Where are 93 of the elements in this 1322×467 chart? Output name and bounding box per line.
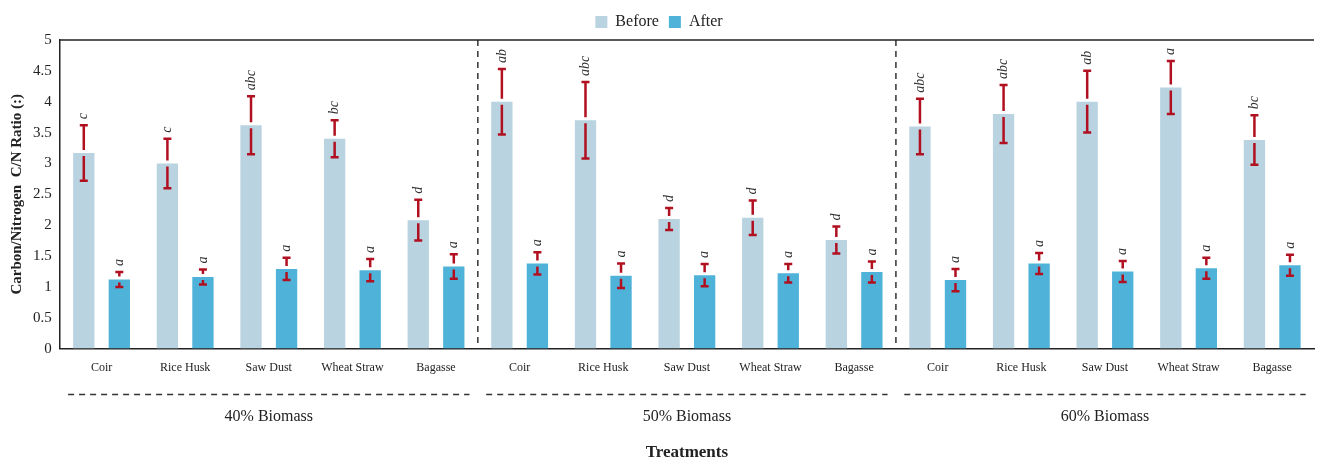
bar (526, 263, 549, 349)
bar (944, 280, 967, 349)
x-tick-label: Rice Husk (578, 359, 629, 374)
x-tick-label: Saw Dust (245, 359, 293, 374)
x-tick-label: Saw Dust (1081, 359, 1129, 374)
y-tick-label: 2 (44, 216, 52, 233)
data-label: c (75, 112, 91, 120)
data-label: a (1162, 47, 1178, 55)
legend-label: After (688, 12, 724, 30)
data-label: a (947, 255, 963, 263)
data-label: a (863, 248, 879, 256)
data-label: a (194, 256, 210, 264)
bar (658, 218, 680, 349)
data-label: a (1281, 241, 1297, 249)
data-label: a (612, 250, 628, 258)
text: 60% Biomass (1060, 406, 1150, 424)
data-label: ab (493, 49, 509, 64)
y-tick-label: 1.5 (33, 246, 52, 263)
bar (992, 114, 1015, 349)
y-tick-label: 4.5 (33, 61, 52, 78)
x-tick-label: Rice Husk (996, 359, 1047, 374)
y-tick-label: 5 (44, 30, 52, 47)
bar (192, 277, 214, 349)
data-label: a (361, 246, 377, 254)
data-label: bc (1246, 95, 1262, 110)
y-axis-title: Carbon/Nitrogen C/N Ratio (:) (7, 94, 25, 295)
bar (491, 101, 513, 349)
bar (1160, 87, 1182, 349)
x-tick-label: Rice Husk (160, 359, 211, 374)
data-label: abc (242, 69, 258, 91)
data-label: c (159, 125, 175, 133)
legend-label: Before (615, 12, 659, 30)
bar (742, 217, 764, 349)
data-label: d (828, 212, 844, 221)
bar (861, 272, 883, 349)
data-label: ab (1078, 50, 1094, 65)
bar (73, 152, 95, 349)
data-label: d (660, 193, 676, 202)
bar (108, 279, 130, 349)
data-label: abc (911, 71, 927, 93)
y-tick-label: 1 (44, 277, 52, 294)
x-tick-label: Wheat Straw (739, 359, 802, 374)
y-tick-label: 3.5 (33, 123, 52, 140)
y-tick-label: 0.5 (33, 308, 52, 325)
bar (156, 163, 179, 349)
bar (1112, 271, 1134, 349)
bar (1243, 139, 1266, 349)
text: 50% Biomass (642, 406, 732, 424)
data-label: a (529, 239, 545, 247)
bar (1195, 268, 1218, 349)
data-label: a (779, 251, 795, 259)
data-label: bc (326, 100, 342, 115)
bar (323, 138, 346, 349)
x-tick-label: Bagasse (1252, 359, 1292, 374)
text: 40% Biomass (224, 406, 314, 424)
y-tick-label: 4 (44, 92, 53, 109)
y-tick-label: 2.5 (33, 185, 52, 202)
x-tick-label: Wheat Straw (1157, 359, 1221, 374)
x-tick-label: Coir (508, 359, 531, 374)
bar (693, 275, 716, 349)
data-label: a (1114, 247, 1130, 255)
bar (574, 120, 597, 349)
bar (610, 275, 632, 349)
data-label: abc (577, 54, 593, 76)
bar (1028, 263, 1050, 349)
x-tick-label: Coir (90, 359, 113, 374)
data-label: a (278, 244, 294, 252)
bar (275, 268, 298, 349)
bar (1279, 265, 1301, 349)
bar (777, 273, 799, 349)
bar (240, 125, 262, 349)
x-tick-label: Coir (927, 359, 949, 374)
data-label: a (1198, 244, 1214, 252)
data-label: a (111, 259, 127, 267)
bar (359, 270, 381, 349)
x-axis-title: Treatments (645, 441, 729, 461)
bar (825, 239, 847, 349)
x-tick-label: Bagasse (416, 359, 456, 374)
bar (909, 126, 931, 349)
bar (1076, 101, 1098, 349)
data-label: a (696, 251, 712, 259)
x-tick-label: Wheat Straw (321, 359, 384, 374)
data-label: abc (995, 58, 1011, 80)
data-label: a (445, 241, 461, 249)
y-tick-label: 3 (44, 154, 52, 171)
y-tick-label: 0 (44, 339, 52, 356)
x-tick-label: Bagasse (834, 359, 874, 374)
data-label: d (744, 186, 760, 195)
x-tick-label: Saw Dust (663, 359, 711, 374)
bar (407, 220, 429, 349)
bar (443, 266, 465, 349)
data-label: a (1030, 239, 1046, 247)
data-label: d (409, 185, 425, 194)
